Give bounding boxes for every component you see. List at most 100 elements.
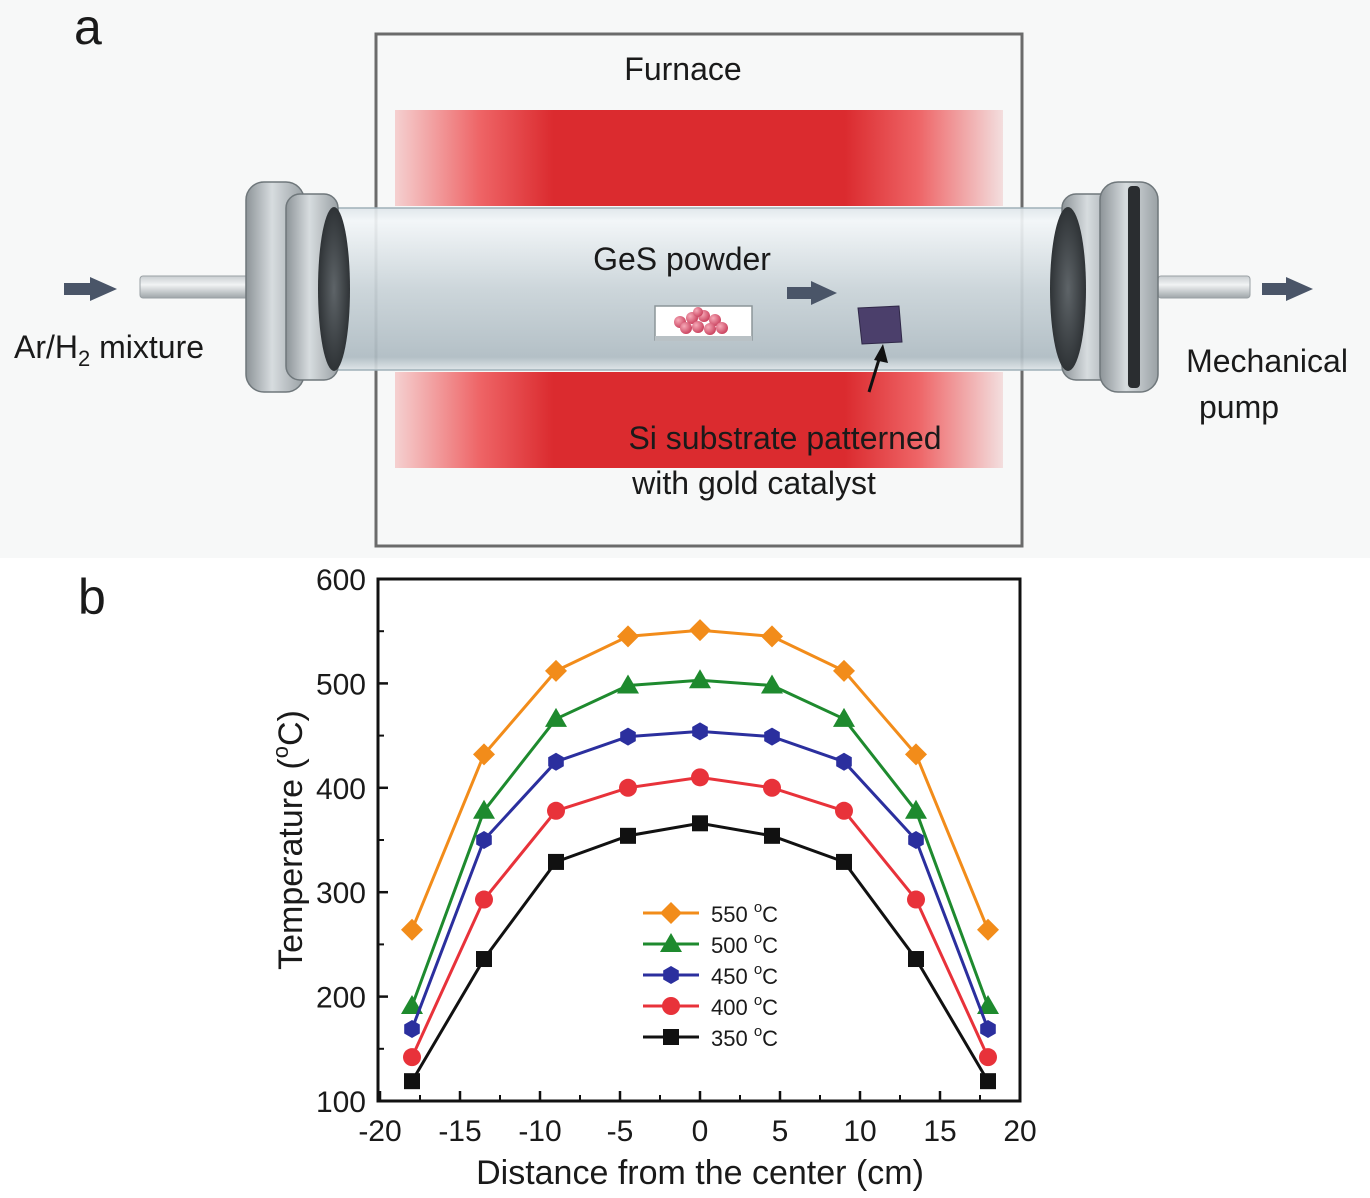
x-axis: -20 -15 -10 -5 0 5 10 15 20 — [358, 1091, 1037, 1148]
series-1 — [401, 669, 999, 1014]
flow-arrow-tube — [787, 281, 837, 305]
x-tick-label: 10 — [843, 1115, 876, 1148]
data-point — [691, 768, 709, 787]
legend-entry: 350 oC — [643, 1023, 778, 1051]
data-point — [980, 1073, 996, 1090]
data-point — [548, 752, 564, 771]
legend-label: 350 oC — [711, 1023, 778, 1051]
data-point — [763, 778, 781, 797]
data-point — [977, 918, 999, 941]
legend-entry: 450 oC — [643, 961, 778, 989]
data-point — [980, 1020, 996, 1038]
heater-bottom — [395, 372, 1003, 468]
data-point — [619, 778, 637, 797]
legend-label: 400 oC — [711, 992, 778, 1020]
legend-label: 550 oC — [711, 899, 778, 927]
data-point — [476, 951, 492, 968]
data-point — [692, 815, 708, 832]
legend-entry: 500 oC — [643, 930, 778, 958]
data-point — [836, 752, 852, 771]
data-point — [764, 827, 780, 844]
data-point — [473, 743, 495, 766]
legend-label: 450 oC — [711, 961, 778, 989]
y-tick-label: 100 — [316, 1086, 366, 1119]
legend-label: 500 oC — [711, 930, 778, 958]
y-tick-label: 400 — [316, 773, 366, 806]
panel-b-letter: b — [78, 569, 106, 625]
right-flange — [1050, 181, 1159, 393]
data-point — [977, 994, 999, 1014]
data-point — [833, 707, 855, 727]
data-point — [404, 1073, 420, 1090]
data-point — [401, 918, 423, 941]
data-point — [835, 801, 853, 820]
data-point — [689, 669, 711, 689]
y-tick-label: 300 — [316, 877, 366, 910]
x-axis-label: Distance from the center (cm) — [476, 1154, 924, 1192]
data-point — [620, 727, 636, 746]
data-point — [908, 831, 924, 849]
y-axis-label: Temperature (oC) — [268, 710, 310, 970]
quartz-tube — [330, 208, 1070, 370]
inlet-label: Ar/H2 mixture — [14, 329, 204, 371]
legend-marker — [663, 1029, 679, 1045]
y-tick-label: 600 — [316, 564, 366, 597]
legend-marker — [662, 997, 680, 1015]
data-point — [475, 890, 493, 909]
x-tick-label: 0 — [692, 1115, 709, 1148]
x-tick-label: -20 — [358, 1115, 401, 1148]
data-point — [545, 707, 567, 727]
legend-entry: 550 oC — [643, 899, 778, 927]
data-point — [692, 722, 708, 741]
panel-a-schematic: a Furnace — [0, 0, 1370, 558]
series-2 — [404, 722, 996, 1038]
data-point — [401, 994, 423, 1014]
y-tick-label: 500 — [316, 668, 366, 701]
data-point — [473, 799, 495, 819]
data-point — [545, 659, 567, 682]
series-layer — [401, 619, 999, 1090]
furnace-label: Furnace — [624, 51, 741, 87]
outlet-arrow — [1262, 277, 1313, 301]
x-tick-label: -5 — [607, 1115, 634, 1148]
series-0 — [401, 619, 999, 941]
data-point — [617, 674, 639, 694]
series-line — [410, 821, 990, 1082]
data-point — [836, 853, 852, 870]
data-point — [404, 1020, 420, 1038]
data-point — [761, 625, 783, 648]
powder-boat — [654, 305, 753, 341]
substrate-label-line1: Si substrate patterned — [628, 420, 941, 456]
legend-marker — [660, 933, 682, 952]
y-axis: 100 200 300 400 500 600 — [316, 564, 388, 1119]
data-point — [907, 890, 925, 909]
data-point — [689, 619, 711, 642]
substrate-label-line2: with gold catalyst — [631, 465, 876, 501]
outlet-label-line2: pump — [1199, 389, 1279, 425]
series-3 — [403, 768, 997, 1067]
series-4 — [404, 815, 996, 1090]
left-flange — [245, 181, 350, 393]
x-tick-label: 15 — [923, 1115, 956, 1148]
data-point — [547, 801, 565, 820]
x-tick-label: -10 — [518, 1115, 561, 1148]
data-point — [908, 951, 924, 968]
data-point — [548, 853, 564, 870]
heater-top — [395, 110, 1003, 206]
legend-marker — [663, 966, 679, 984]
y-tick-label: 200 — [316, 982, 366, 1015]
data-point — [617, 625, 639, 648]
x-tick-label: 5 — [772, 1115, 789, 1148]
legend-entry: 400 oC — [643, 992, 778, 1020]
x-tick-label: 20 — [1003, 1115, 1036, 1148]
si-substrate — [857, 305, 903, 345]
data-point — [833, 659, 855, 682]
data-point — [476, 831, 492, 849]
outlet-label-line1: Mechanical — [1186, 343, 1348, 379]
data-point — [620, 827, 636, 844]
inlet-arrow — [64, 277, 117, 301]
data-point — [905, 799, 927, 819]
legend-marker — [660, 902, 682, 924]
